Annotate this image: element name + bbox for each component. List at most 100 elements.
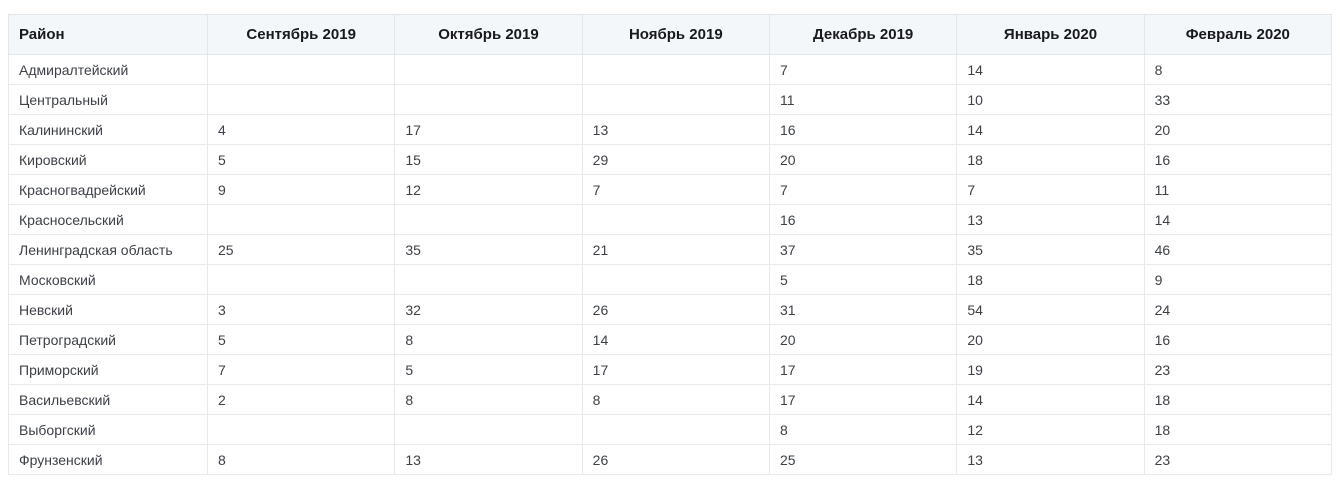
value-cell: 13 xyxy=(394,444,583,475)
value-cell: 16 xyxy=(768,204,958,235)
table-row: Ленинградская область 25 35 21 37 35 46 xyxy=(8,234,1333,265)
district-cell: Центральный xyxy=(8,84,208,115)
column-header-month: Февраль 2020 xyxy=(1143,14,1333,55)
column-header-month: Сентябрь 2019 xyxy=(206,14,396,55)
table-row: Петроградский 5 8 14 20 20 16 xyxy=(8,324,1333,355)
value-cell: 18 xyxy=(956,144,1145,175)
value-cell: 31 xyxy=(768,294,958,325)
value-cell: 7 xyxy=(768,174,958,205)
table-row: Фрунзенский 8 13 26 25 13 23 xyxy=(8,444,1333,475)
district-cell: Московский xyxy=(8,264,208,295)
value-cell: 11 xyxy=(1143,174,1333,205)
value-cell: 29 xyxy=(581,144,770,175)
value-cell: 7 xyxy=(206,354,396,385)
value-cell: 23 xyxy=(1143,354,1333,385)
value-cell xyxy=(581,264,770,295)
districts-by-month-table: Район Сентябрь 2019 Октябрь 2019 Ноябрь 201… xyxy=(8,14,1333,475)
header-row: Район Сентябрь 2019 Октябрь 2019 Ноябрь 201… xyxy=(8,14,1333,55)
value-cell: 7 xyxy=(956,174,1145,205)
table-row: Васильевский 2 8 8 17 14 18 xyxy=(8,384,1333,415)
column-header-month: Декабрь 2019 xyxy=(768,14,958,55)
value-cell: 18 xyxy=(1143,384,1333,415)
value-cell: 5 xyxy=(394,354,583,385)
value-cell: 8 xyxy=(581,384,770,415)
value-cell xyxy=(581,204,770,235)
value-cell: 54 xyxy=(956,294,1145,325)
value-cell: 3 xyxy=(206,294,396,325)
value-cell: 14 xyxy=(956,54,1145,85)
table-row: Калининский 4 17 13 16 14 20 xyxy=(8,114,1333,145)
value-cell: 33 xyxy=(1143,84,1333,115)
value-cell: 13 xyxy=(581,114,770,145)
value-cell: 5 xyxy=(206,144,396,175)
value-cell xyxy=(394,54,583,85)
value-cell: 9 xyxy=(1143,264,1333,295)
value-cell: 35 xyxy=(956,234,1145,265)
value-cell: 4 xyxy=(206,114,396,145)
value-cell xyxy=(206,264,396,295)
value-cell xyxy=(581,84,770,115)
district-cell: Красногвадрейский xyxy=(8,174,208,205)
column-header-month: Октябрь 2019 xyxy=(394,14,583,55)
value-cell: 8 xyxy=(1143,54,1333,85)
district-cell: Ленинградская область xyxy=(8,234,208,265)
value-cell: 18 xyxy=(1143,414,1333,445)
column-header-month: Ноябрь 2019 xyxy=(581,14,770,55)
value-cell: 5 xyxy=(768,264,958,295)
value-cell xyxy=(581,414,770,445)
table-row: Кировский 5 15 29 20 18 16 xyxy=(8,144,1333,175)
district-cell: Калининский xyxy=(8,114,208,145)
value-cell xyxy=(581,54,770,85)
value-cell: 8 xyxy=(394,324,583,355)
value-cell: 15 xyxy=(394,144,583,175)
value-cell: 20 xyxy=(768,324,958,355)
value-cell: 14 xyxy=(1143,204,1333,235)
value-cell: 18 xyxy=(956,264,1145,295)
table-header: Район Сентябрь 2019 Октябрь 2019 Ноябрь 201… xyxy=(8,14,1333,55)
value-cell: 9 xyxy=(206,174,396,205)
table-row: Невский 3 32 26 31 54 24 xyxy=(8,294,1333,325)
value-cell: 37 xyxy=(768,234,958,265)
value-cell: 32 xyxy=(394,294,583,325)
value-cell: 12 xyxy=(394,174,583,205)
value-cell: 19 xyxy=(956,354,1145,385)
district-cell: Адмиралтейский xyxy=(8,54,208,85)
value-cell xyxy=(394,84,583,115)
value-cell: 20 xyxy=(768,144,958,175)
table-body: Адмиралтейский 7 14 8 Центральный 11 10 33 Калин… xyxy=(8,54,1333,475)
value-cell: 20 xyxy=(1143,114,1333,145)
value-cell: 7 xyxy=(581,174,770,205)
value-cell: 12 xyxy=(956,414,1145,445)
value-cell: 16 xyxy=(1143,324,1333,355)
value-cell: 16 xyxy=(768,114,958,145)
value-cell: 11 xyxy=(768,84,958,115)
value-cell: 8 xyxy=(768,414,958,445)
table-row: Красногвадрейский 9 12 7 7 7 11 xyxy=(8,174,1333,205)
value-cell xyxy=(206,204,396,235)
value-cell: 5 xyxy=(206,324,396,355)
value-cell: 23 xyxy=(1143,444,1333,475)
value-cell: 8 xyxy=(394,384,583,415)
district-cell: Фрунзенский xyxy=(8,444,208,475)
value-cell xyxy=(394,414,583,445)
value-cell: 13 xyxy=(956,204,1145,235)
value-cell: 10 xyxy=(956,84,1145,115)
district-cell: Приморский xyxy=(8,354,208,385)
column-header-month: Январь 2020 xyxy=(956,14,1145,55)
value-cell: 14 xyxy=(956,384,1145,415)
value-cell: 14 xyxy=(581,324,770,355)
value-cell: 46 xyxy=(1143,234,1333,265)
district-cell: Невский xyxy=(8,294,208,325)
value-cell: 17 xyxy=(394,114,583,145)
value-cell xyxy=(206,84,396,115)
value-cell: 17 xyxy=(581,354,770,385)
value-cell: 17 xyxy=(768,354,958,385)
value-cell: 7 xyxy=(768,54,958,85)
district-cell: Петроградский xyxy=(8,324,208,355)
district-cell: Красносельский xyxy=(8,204,208,235)
district-cell: Васильевский xyxy=(8,384,208,415)
value-cell: 2 xyxy=(206,384,396,415)
district-cell: Кировский xyxy=(8,144,208,175)
value-cell xyxy=(394,264,583,295)
